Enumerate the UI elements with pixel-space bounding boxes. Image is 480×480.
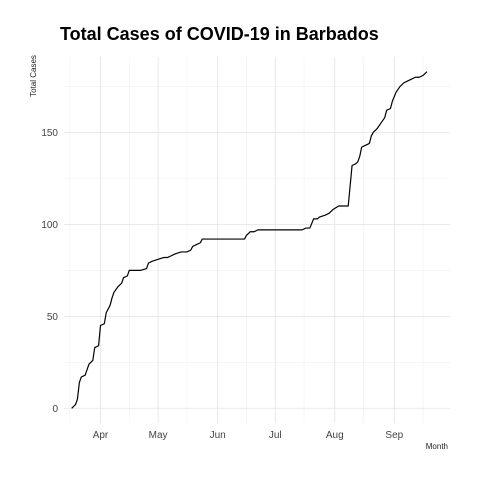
y-axis-ticks: 0 50 100 150	[41, 128, 58, 415]
y-tick-label: 150	[41, 128, 58, 139]
y-axis-title: Total Cases	[29, 55, 38, 97]
y-tick-label: 50	[47, 312, 59, 323]
x-tick-label: Jul	[269, 430, 282, 441]
y-tick-label: 0	[52, 404, 58, 415]
series-line	[71, 71, 428, 409]
x-tick-label: Aug	[326, 430, 344, 441]
minor-gridlines	[64, 57, 450, 423]
x-axis-title: Month	[426, 442, 448, 451]
major-gridlines	[64, 57, 450, 423]
x-axis-ticks: Apr May Jun Jul Aug Sep	[93, 430, 404, 441]
series-group	[71, 71, 428, 409]
x-tick-label: Jun	[210, 430, 226, 441]
x-tick-label: May	[149, 430, 168, 441]
x-tick-label: Apr	[93, 430, 109, 441]
chart-title: Total Cases of COVID-19 in Barbados	[60, 24, 379, 44]
y-tick-label: 100	[41, 220, 58, 231]
x-tick-label: Sep	[385, 430, 403, 441]
